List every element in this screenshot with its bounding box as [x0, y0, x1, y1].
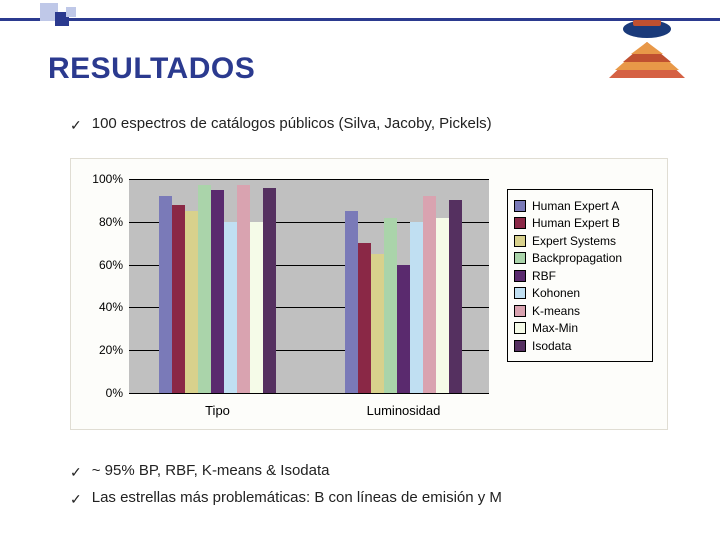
chart-bar [224, 222, 237, 393]
legend-item: Max-Min [514, 321, 646, 335]
chart-bar [384, 218, 397, 393]
chart-gridline [129, 393, 489, 394]
legend-item: Isodata [514, 339, 646, 353]
chart-bar [423, 196, 436, 393]
check-icon: ✓ [70, 464, 82, 481]
chart-bar [345, 211, 358, 393]
check-icon: ✓ [70, 117, 82, 134]
chart-bar [371, 254, 384, 393]
chart-y-tick: 80% [83, 215, 123, 229]
bullet-item: ✓ Las estrellas más problemáticas: B con … [70, 489, 502, 508]
legend-label: K-means [532, 304, 580, 318]
chart-bar [250, 222, 263, 393]
chart-bar [358, 243, 371, 393]
bullet-list-bottom: ✓ ~ 95% BP, RBF, K-means & Isodata ✓ Las es… [70, 462, 502, 516]
chart-bar [198, 185, 211, 393]
page-title: RESULTADOS [48, 52, 255, 86]
legend-label: Human Expert B [532, 216, 620, 230]
legend-swatch [514, 305, 526, 317]
legend-label: Kohonen [532, 286, 580, 300]
chart-bar [211, 190, 224, 393]
results-chart: Human Expert A Human Expert B Expert Syste… [70, 158, 668, 430]
legend-item: Human Expert A [514, 199, 646, 213]
legend-swatch [514, 287, 526, 299]
bullet-text: ~ 95% BP, RBF, K-means & Isodata [92, 462, 330, 479]
legend-label: Backpropagation [532, 251, 622, 265]
institution-logo [605, 18, 690, 88]
legend-label: Human Expert A [532, 199, 619, 213]
bullet-list-top: ✓ 100 espectros de catálogos públicos (Si… [70, 115, 492, 142]
bullet-text: 100 espectros de catálogos públicos (Sil… [92, 115, 492, 132]
chart-x-label: Tipo [205, 403, 230, 418]
legend-swatch [514, 340, 526, 352]
legend-swatch [514, 270, 526, 282]
chart-gridline [129, 179, 489, 180]
chart-y-tick: 40% [83, 300, 123, 314]
chart-bar [185, 211, 198, 393]
chart-bar [397, 265, 410, 393]
bullet-text: Las estrellas más problemáticas: B con l… [92, 489, 502, 506]
legend-swatch [514, 235, 526, 247]
bullet-item: ✓ 100 espectros de catálogos públicos (Si… [70, 115, 492, 134]
check-icon: ✓ [70, 491, 82, 508]
legend-label: Expert Systems [532, 234, 616, 248]
chart-y-tick: 60% [83, 258, 123, 272]
chart-bar [449, 200, 462, 393]
legend-label: Isodata [532, 339, 571, 353]
chart-bar [237, 185, 250, 393]
chart-bar [172, 205, 185, 393]
chart-legend: Human Expert A Human Expert B Expert Syste… [507, 189, 653, 362]
legend-item: K-means [514, 304, 646, 318]
chart-y-tick: 100% [83, 172, 123, 186]
legend-swatch [514, 322, 526, 334]
chart-bar [263, 188, 276, 393]
chart-y-tick: 0% [83, 386, 123, 400]
chart-y-tick: 20% [83, 343, 123, 357]
legend-label: RBF [532, 269, 556, 283]
bullet-item: ✓ ~ 95% BP, RBF, K-means & Isodata [70, 462, 502, 481]
chart-bar [410, 222, 423, 393]
header-square [66, 7, 76, 17]
legend-label: Max-Min [532, 321, 578, 335]
legend-swatch [514, 252, 526, 264]
legend-item: Backpropagation [514, 251, 646, 265]
legend-item: Kohonen [514, 286, 646, 300]
legend-item: Expert Systems [514, 234, 646, 248]
legend-swatch [514, 200, 526, 212]
legend-item: RBF [514, 269, 646, 283]
chart-bar [159, 196, 172, 393]
chart-plot-area [129, 179, 489, 393]
legend-swatch [514, 217, 526, 229]
chart-bar [436, 218, 449, 393]
chart-x-label: Luminosidad [367, 403, 441, 418]
legend-item: Human Expert B [514, 216, 646, 230]
